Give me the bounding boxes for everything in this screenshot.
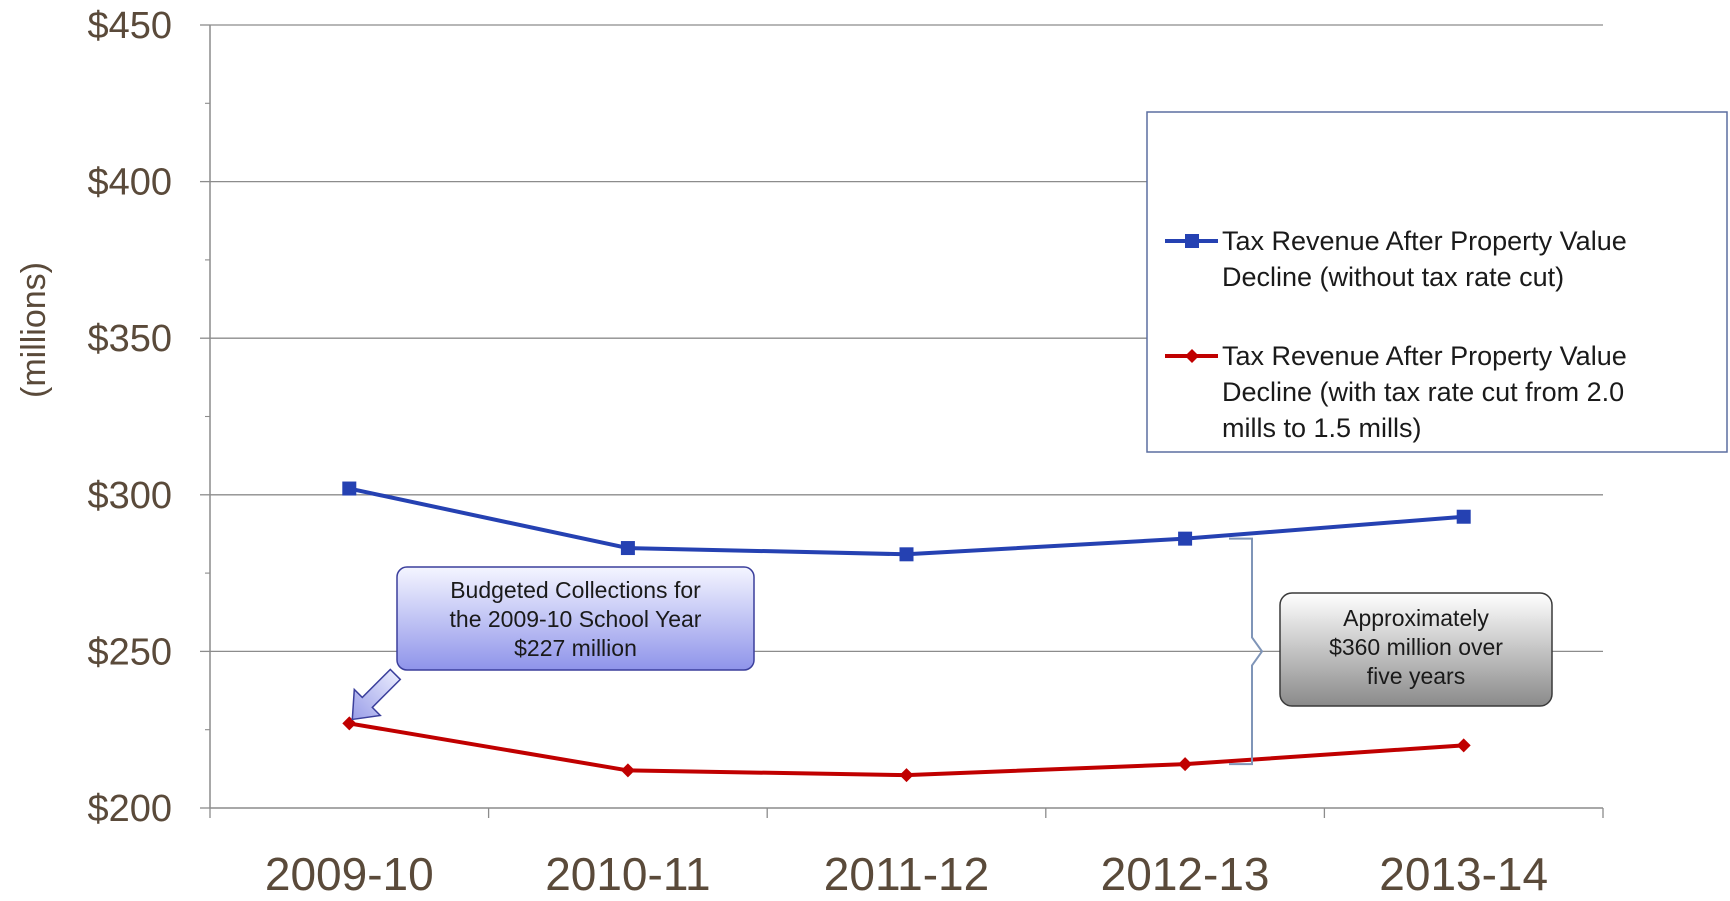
y-tick-label: $250: [87, 631, 172, 673]
callout-text-line: Approximately: [1343, 605, 1489, 631]
data-point: [620, 541, 635, 556]
legend-label: Tax Revenue After Property Value: [1222, 226, 1627, 256]
callout-text-line: the 2009-10 School Year: [450, 606, 702, 632]
data-point: [899, 547, 914, 562]
callout-box: [396, 566, 755, 671]
x-axis-ticks: 2009-10 2010-11 2011-12 2012-13 2013-14: [209, 808, 1604, 900]
data-point: [1178, 757, 1193, 772]
data-point: [899, 768, 914, 783]
legend-label: Decline (with tax rate cut from 2.0: [1222, 377, 1624, 407]
budgeted-collections-callout: Budgeted Collections for the 2009-10 Scho…: [351, 566, 755, 721]
y-tick-label: $400: [87, 162, 172, 204]
data-point: [342, 481, 357, 496]
legend-marker: [1185, 349, 1199, 363]
legend-marker: [1185, 234, 1199, 248]
y-axis-label: (millions): [15, 262, 53, 398]
callout-box: [1279, 592, 1553, 707]
x-tick-label: 2010-11: [545, 848, 710, 900]
data-point: [1178, 531, 1193, 546]
callout-text-line: five years: [1367, 663, 1465, 689]
y-tick-label: $350: [87, 318, 172, 360]
y-tick-label: $450: [87, 5, 172, 47]
x-tick-label: 2011-12: [824, 848, 989, 900]
series-line: [348, 486, 1464, 557]
x-tick-label: 2009-10: [265, 848, 434, 900]
legend-label: Tax Revenue After Property Value: [1222, 341, 1627, 371]
legend: Tax Revenue After Property Value Decline …: [1146, 111, 1728, 453]
y-axis-ticks: $200 $250 $300 $350 $400 $450: [87, 5, 210, 830]
bracket-line: [1229, 537, 1264, 766]
legend-box: [1146, 111, 1728, 453]
callout-arrow: [351, 668, 402, 721]
callout-text-line: $227 million: [514, 635, 637, 661]
x-tick-label: 2013-14: [1379, 848, 1548, 900]
legend-label: mills to 1.5 mills): [1222, 413, 1422, 443]
y-tick-label: $200: [87, 788, 172, 830]
data-point: [620, 763, 635, 778]
x-tick-label: 2012-13: [1101, 848, 1270, 900]
data-point: [1456, 738, 1471, 753]
y-tick-label: $300: [87, 475, 172, 517]
difference-callout: Approximately $360 million over five years: [1279, 592, 1553, 707]
difference-bracket: [1229, 537, 1264, 766]
callout-text-line: Budgeted Collections for: [450, 577, 701, 603]
series-layer: [342, 481, 1471, 783]
data-point: [1456, 509, 1471, 524]
legend-label: Decline (without tax rate cut): [1222, 262, 1564, 292]
series-line: [348, 721, 1464, 778]
callout-text-line: $360 million over: [1329, 634, 1503, 660]
